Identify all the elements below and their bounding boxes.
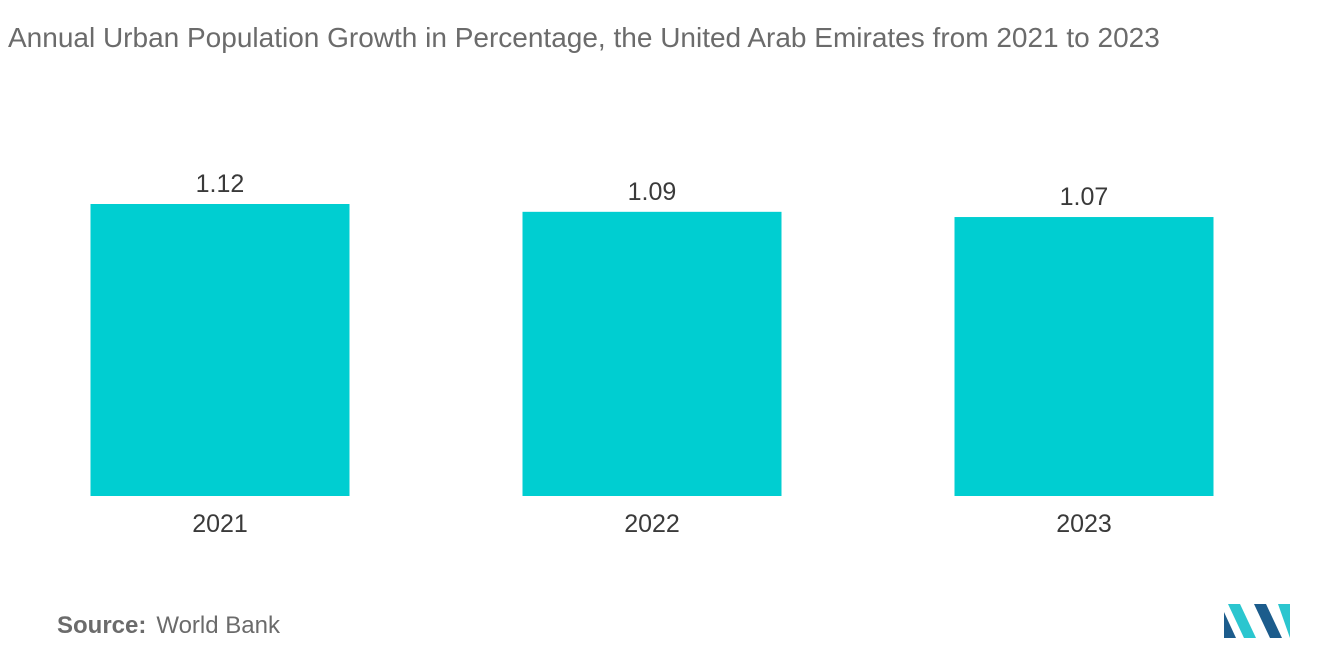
chart-title: Annual Urban Population Growth in Percen…	[8, 22, 1160, 53]
bar-2022	[522, 211, 782, 497]
category-label-2023: 2023	[1056, 510, 1112, 538]
bar-2021	[90, 204, 350, 496]
source-label: Source:	[57, 612, 147, 639]
bar-chart: 1.12 1.09 1.07 2021 2022 2023	[90, 170, 1214, 538]
value-label-2023: 1.07	[1060, 183, 1109, 211]
value-labels-group: 1.12 1.09 1.07	[196, 170, 1109, 211]
value-label-2022: 1.09	[628, 178, 677, 206]
bar-2023	[954, 217, 1214, 497]
category-labels-group: 2021 2022 2023	[192, 510, 1112, 538]
category-label-2021: 2021	[192, 510, 248, 538]
source-note: Source: World Bank	[57, 612, 280, 640]
bars-group	[90, 204, 1214, 497]
source-value: World Bank	[156, 612, 280, 639]
value-label-2021: 1.12	[196, 170, 245, 198]
mordor-intelligence-logo-icon	[1224, 604, 1290, 638]
category-label-2022: 2022	[624, 510, 680, 538]
